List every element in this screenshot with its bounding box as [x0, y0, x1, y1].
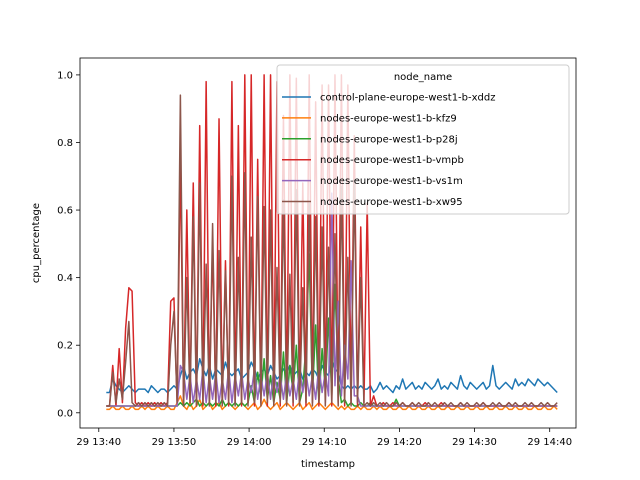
x-tick-label: 29 14:40: [527, 437, 572, 448]
legend-entry-label: nodes-europe-west1-b-vmpb: [320, 155, 464, 166]
legend-entry-label: nodes-europe-west1-b-xw95: [320, 197, 463, 208]
y-axis-label: cpu_percentage: [31, 203, 42, 283]
y-tick-label: 0.6: [57, 206, 73, 217]
x-tick-label: 29 14:30: [452, 437, 497, 448]
series-line-6: [106, 94, 558, 407]
x-tick-label: 29 14:20: [377, 437, 422, 448]
y-axis-ticks: 0.0 0.2 0.4 0.6 0.8 1.0: [57, 70, 80, 419]
axes-frame: [79, 57, 577, 429]
x-tick-label: 29 14:00: [227, 437, 272, 448]
x-axis-ticks: 29 13:40 29 13:50 29 14:00 29 14:10 29 14:20…: [76, 428, 572, 448]
legend: node_name control-plane-europe-west1-b-x…: [276, 64, 570, 215]
x-tick-label: 29 13:50: [152, 437, 197, 448]
legend-entry-label: nodes-europe-west1-b-kfz9: [320, 113, 457, 124]
x-axis-label: timestamp: [301, 459, 355, 470]
y-tick-label: 0.0: [57, 408, 73, 419]
legend-box: [276, 64, 570, 215]
y-tick-label: 1.0: [57, 70, 73, 81]
y-tick-label: 0.4: [57, 273, 73, 284]
legend-entry-label: nodes-europe-west1-b-p28j: [320, 134, 458, 145]
legend-entry-label: nodes-europe-west1-b-vs1m: [320, 176, 463, 187]
x-tick-label: 29 13:40: [76, 437, 121, 448]
legend-title: node_name: [394, 72, 452, 83]
x-tick-label: 29 14:10: [302, 437, 347, 448]
series-layer: [106, 74, 558, 411]
y-tick-label: 0.2: [57, 341, 73, 352]
y-tick-label: 0.8: [57, 138, 73, 149]
legend-entry-label: control-plane-europe-west1-b-xddz: [320, 93, 495, 104]
